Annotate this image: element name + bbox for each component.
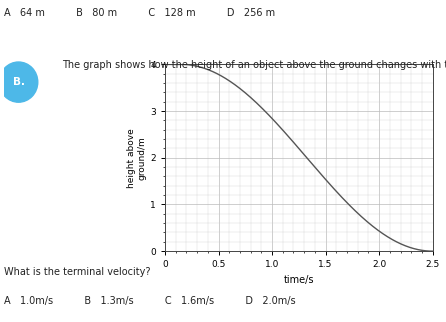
Text: A   1.0m/s          B   1.3m/s          C   1.6m/s          D   2.0m/s: A 1.0m/s B 1.3m/s C 1.6m/s D 2.0m/s — [4, 296, 296, 306]
X-axis label: time/s: time/s — [284, 275, 314, 285]
Text: B.: B. — [12, 77, 25, 87]
Circle shape — [0, 62, 38, 102]
Text: A   64 m          B   80 m          C   128 m          D   256 m: A 64 m B 80 m C 128 m D 256 m — [4, 8, 276, 18]
Text: The graph shows how the height of an object above the ground changes with time.: The graph shows how the height of an obj… — [62, 60, 446, 70]
Y-axis label: height above
ground/m: height above ground/m — [127, 128, 146, 188]
Text: What is the terminal velocity?: What is the terminal velocity? — [4, 267, 151, 277]
